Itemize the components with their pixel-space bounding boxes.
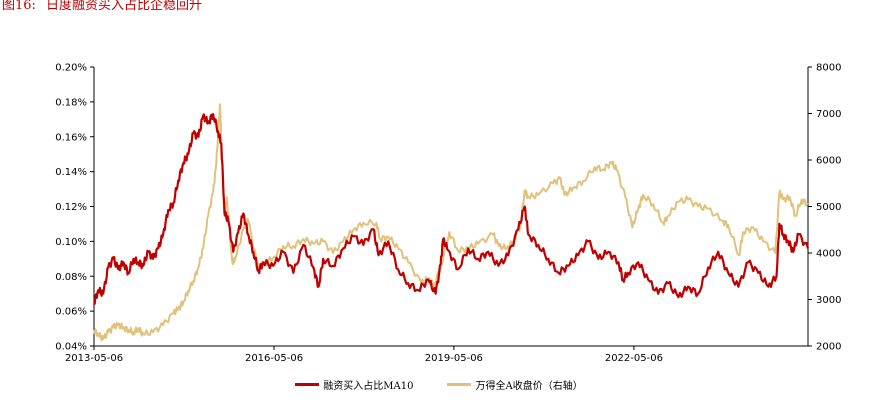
series-layer xyxy=(93,103,810,342)
figure-title-text: 日度融资买入占比企稳回升 xyxy=(45,0,202,13)
legend: 融资买入占比MA10 万得全A收盘价（右轴） xyxy=(0,377,878,392)
figure-number: 图16: xyxy=(2,0,36,13)
y-left-tick-label: 0.04% xyxy=(55,342,87,353)
x-tick-label: 2019-05-06 xyxy=(425,353,483,364)
axes: 0.04% 0.06% 0.08% 0.10% 0.12% 0.14% 0.16% 0.18%… xyxy=(55,63,841,365)
y-right-tick-label: 6000 xyxy=(816,156,841,167)
x-tick-label: 2013-05-06 xyxy=(65,353,123,364)
legend-label-wind-a-index: 万得全A收盘价（右轴） xyxy=(475,381,583,392)
y-left-tick-label: 0.10% xyxy=(55,237,87,248)
legend-label-margin-ratio: 融资买入占比MA10 xyxy=(323,381,414,392)
x-tick-label: 2016-05-06 xyxy=(245,353,303,364)
y-right-tick-label: 5000 xyxy=(816,202,841,213)
y-right-tick-label: 2000 xyxy=(816,342,841,353)
y-left-tick-label: 0.16% xyxy=(55,132,87,143)
y-left-tick-label: 0.14% xyxy=(55,167,87,178)
y-right-tick-label: 3000 xyxy=(816,295,841,306)
legend-item-wind-a-index: 万得全A收盘价（右轴） xyxy=(447,377,583,392)
y-left-tick-label: 0.06% xyxy=(55,307,87,318)
x-tick-label: 2022-05-06 xyxy=(605,353,663,364)
y-right-tick-label: 8000 xyxy=(816,63,841,74)
legend-swatch-wind-a-index xyxy=(447,383,472,386)
y-right-tick-label: 4000 xyxy=(816,249,841,260)
figure-title: 图16: 日度融资买入占比企稳回升 xyxy=(2,0,212,13)
y-left-tick-label: 0.08% xyxy=(55,272,87,283)
y-right-tick-label: 7000 xyxy=(816,109,841,120)
series-line-margin-ratio xyxy=(93,113,810,305)
legend-item-margin-ratio: 融资买入占比MA10 xyxy=(295,377,413,392)
y-left-tick-label: 0.12% xyxy=(55,202,87,213)
y-left-tick-label: 0.18% xyxy=(55,97,87,108)
y-left-tick-label: 0.20% xyxy=(55,63,87,74)
series-line-wind-a-index xyxy=(93,103,809,342)
legend-swatch-margin-ratio xyxy=(295,383,320,386)
